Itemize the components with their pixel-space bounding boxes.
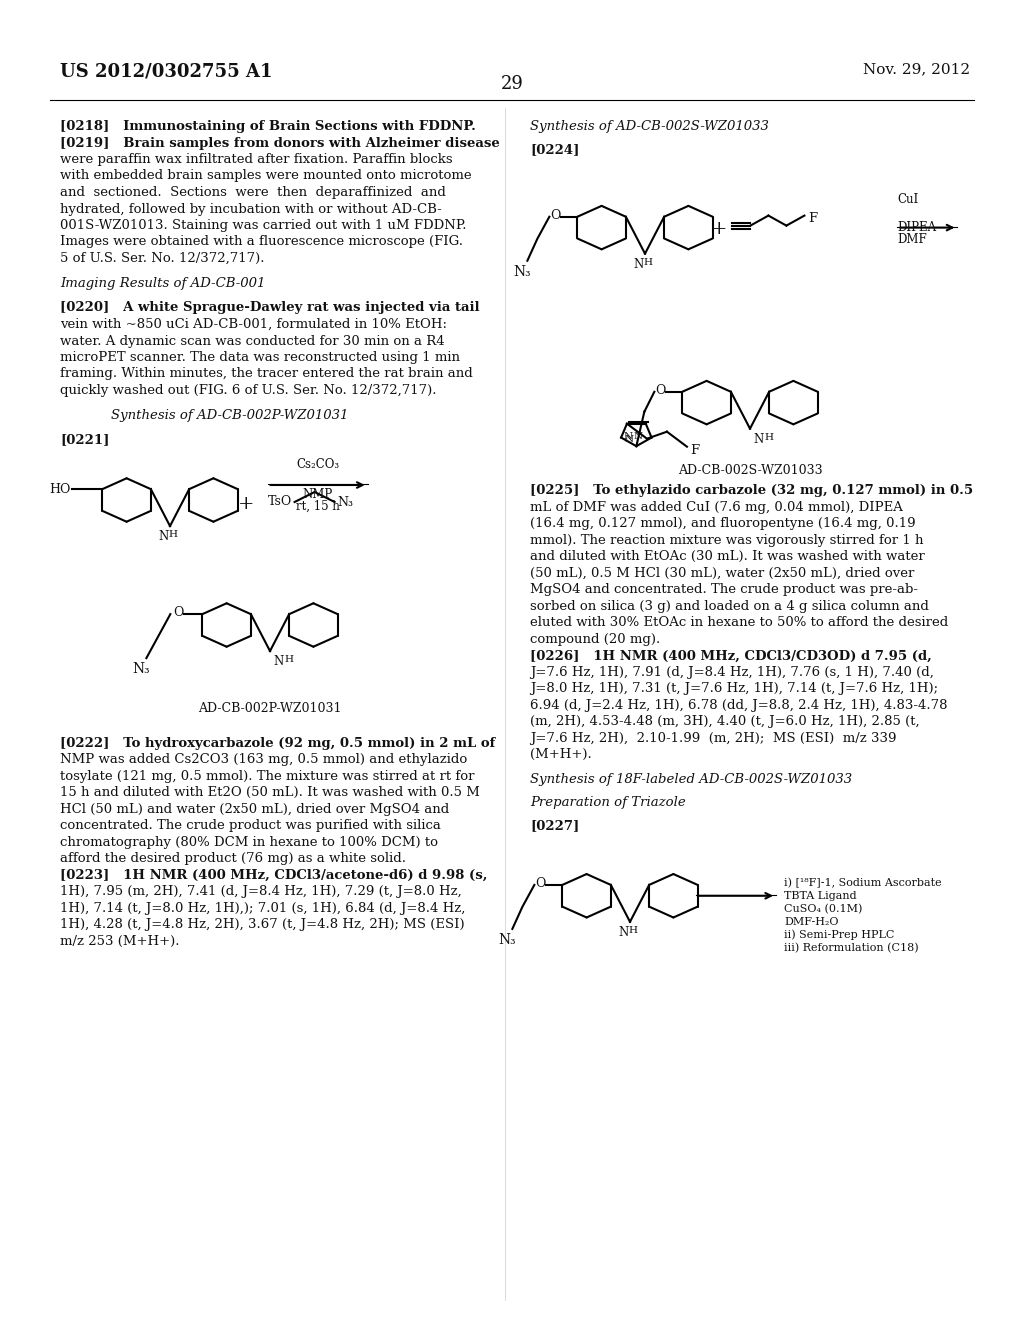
Text: quickly washed out (FIG. 6 of U.S. Ser. No. 12/372,717).: quickly washed out (FIG. 6 of U.S. Ser. … [60, 384, 436, 397]
Text: [0223]   1H NMR (400 MHz, CDCl3/acetone-d6) d 9.98 (s,: [0223] 1H NMR (400 MHz, CDCl3/acetone-d6… [60, 869, 487, 882]
Text: (50 mL), 0.5 M HCl (30 mL), water (2x50 mL), dried over: (50 mL), 0.5 M HCl (30 mL), water (2x50 … [530, 566, 914, 579]
Text: 001S-WZ01013. Staining was carried out with 1 uM FDDNP.: 001S-WZ01013. Staining was carried out w… [60, 219, 467, 232]
Text: Imaging Results of AD-CB-001: Imaging Results of AD-CB-001 [60, 277, 265, 290]
Text: Nov. 29, 2012: Nov. 29, 2012 [863, 62, 970, 77]
Text: NMP: NMP [302, 488, 333, 502]
Text: with embedded brain samples were mounted onto microtome: with embedded brain samples were mounted… [60, 169, 472, 182]
Text: [0225]   To ethylazido carbazole (32 mg, 0.127 mmol) in 0.5: [0225] To ethylazido carbazole (32 mg, 0… [530, 484, 973, 498]
Text: rt, 15 h: rt, 15 h [296, 500, 340, 513]
Text: HCl (50 mL) and water (2x50 mL), dried over MgSO4 and: HCl (50 mL) and water (2x50 mL), dried o… [60, 803, 450, 816]
Text: DMF-H₂O: DMF-H₂O [784, 917, 839, 927]
Text: O: O [173, 606, 183, 619]
Text: N: N [158, 531, 168, 543]
Text: J=7.6 Hz, 1H), 7.91 (d, J=8.4 Hz, 1H), 7.76 (s, 1 H), 7.40 (d,: J=7.6 Hz, 1H), 7.91 (d, J=8.4 Hz, 1H), 7… [530, 665, 934, 678]
Text: iii) Reformulation (C18): iii) Reformulation (C18) [784, 942, 919, 953]
Text: H: H [284, 655, 293, 664]
Text: +: + [711, 219, 727, 238]
Text: Synthesis of 18F-labeled AD-CB-002S-WZ01033: Synthesis of 18F-labeled AD-CB-002S-WZ01… [530, 774, 852, 787]
Text: H: H [168, 531, 177, 539]
Text: (16.4 mg, 0.127 mmol), and fluoropentyne (16.4 mg, 0.19: (16.4 mg, 0.127 mmol), and fluoropentyne… [530, 517, 915, 531]
Text: Synthesis of AD-CB-002P-WZ01031: Synthesis of AD-CB-002P-WZ01031 [60, 409, 348, 422]
Text: 15 h and diluted with Et2O (50 mL). It was washed with 0.5 M: 15 h and diluted with Et2O (50 mL). It w… [60, 787, 480, 799]
Text: J=7.6 Hz, 2H),  2.10-1.99  (m, 2H);  MS (ESI)  m/z 339: J=7.6 Hz, 2H), 2.10-1.99 (m, 2H); MS (ES… [530, 731, 896, 744]
Text: DMF: DMF [897, 232, 927, 246]
Text: N: N [618, 925, 629, 939]
Text: ii) Semi-Prep HPLC: ii) Semi-Prep HPLC [784, 929, 894, 940]
Text: CuI: CuI [897, 193, 919, 206]
Text: F: F [690, 444, 699, 457]
Text: N: N [624, 432, 632, 441]
Text: [0222]   To hydroxycarbazole (92 mg, 0.5 mmol) in 2 mL of: [0222] To hydroxycarbazole (92 mg, 0.5 m… [60, 737, 496, 750]
Text: compound (20 mg).: compound (20 mg). [530, 632, 660, 645]
Text: H: H [628, 925, 637, 935]
Text: [0219]   Brain samples from donors with Alzheimer disease: [0219] Brain samples from donors with Al… [60, 136, 500, 149]
Text: NMP was added Cs2CO3 (163 mg, 0.5 mmol) and ethylazido: NMP was added Cs2CO3 (163 mg, 0.5 mmol) … [60, 754, 467, 766]
Text: and diluted with EtOAc (30 mL). It was washed with water: and diluted with EtOAc (30 mL). It was w… [530, 550, 925, 564]
Text: AD-CB-002P-WZ01031: AD-CB-002P-WZ01031 [199, 702, 342, 714]
Text: water. A dynamic scan was conducted for 30 min on a R4: water. A dynamic scan was conducted for … [60, 334, 444, 347]
Text: mL of DMF was added CuI (7.6 mg, 0.04 mmol), DIPEA: mL of DMF was added CuI (7.6 mg, 0.04 mm… [530, 500, 903, 513]
Text: sorbed on silica (3 g) and loaded on a 4 g silica column and: sorbed on silica (3 g) and loaded on a 4… [530, 599, 929, 612]
Text: [0224]: [0224] [530, 143, 580, 156]
Text: mmol). The reaction mixture was vigorously stirred for 1 h: mmol). The reaction mixture was vigorous… [530, 533, 924, 546]
Text: N: N [633, 257, 643, 271]
Text: N₃: N₃ [499, 933, 516, 946]
Text: framing. Within minutes, the tracer entered the rat brain and: framing. Within minutes, the tracer ente… [60, 367, 473, 380]
Text: tosylate (121 mg, 0.5 mmol). The mixture was stirred at rt for: tosylate (121 mg, 0.5 mmol). The mixture… [60, 770, 474, 783]
Text: +: + [238, 495, 254, 513]
Text: 5 of U.S. Ser. No. 12/372,717).: 5 of U.S. Ser. No. 12/372,717). [60, 252, 264, 265]
Text: m/z 253 (M+H+).: m/z 253 (M+H+). [60, 935, 179, 948]
Text: Synthesis of AD-CB-002S-WZ01033: Synthesis of AD-CB-002S-WZ01033 [530, 120, 769, 133]
Text: O: O [535, 876, 546, 890]
Text: CuSO₄ (0.1M): CuSO₄ (0.1M) [784, 904, 862, 913]
Text: [0220]   A white Sprague-Dawley rat was injected via tail: [0220] A white Sprague-Dawley rat was in… [60, 301, 479, 314]
Text: 1H), 7.14 (t, J=8.0 Hz, 1H),); 7.01 (s, 1H), 6.84 (d, J=8.4 Hz,: 1H), 7.14 (t, J=8.0 Hz, 1H),); 7.01 (s, … [60, 902, 465, 915]
Text: N₃: N₃ [514, 265, 531, 279]
Text: TsO: TsO [267, 495, 292, 508]
Text: were paraffin wax infiltrated after fixation. Paraffin blocks: were paraffin wax infiltrated after fixa… [60, 153, 453, 166]
Text: DIPEA: DIPEA [897, 220, 937, 234]
Text: afford the desired product (76 mg) as a white solid.: afford the desired product (76 mg) as a … [60, 853, 406, 865]
Text: chromatography (80% DCM in hexane to 100% DCM) to: chromatography (80% DCM in hexane to 100… [60, 836, 438, 849]
Text: O: O [655, 384, 666, 397]
Text: concentrated. The crude product was purified with silica: concentrated. The crude product was puri… [60, 820, 441, 832]
Text: [0226]   1H NMR (400 MHz, CDCl3/CD3OD) d 7.95 (d,: [0226] 1H NMR (400 MHz, CDCl3/CD3OD) d 7… [530, 649, 932, 663]
Text: F: F [808, 211, 817, 224]
Text: (m, 2H), 4.53-4.48 (m, 3H), 4.40 (t, J=6.0 Hz, 1H), 2.85 (t,: (m, 2H), 4.53-4.48 (m, 3H), 4.40 (t, J=6… [530, 715, 920, 729]
Text: Preparation of Triazole: Preparation of Triazole [530, 796, 686, 809]
Text: N: N [273, 655, 284, 668]
Text: Images were obtained with a fluorescence microscope (FIG.: Images were obtained with a fluorescence… [60, 235, 463, 248]
Text: [0218]   Immunostaining of Brain Sections with FDDNP.: [0218] Immunostaining of Brain Sections … [60, 120, 476, 133]
Text: 29: 29 [501, 75, 523, 92]
Text: J=8.0 Hz, 1H), 7.31 (t, J=7.6 Hz, 1H), 7.14 (t, J=7.6 Hz, 1H);: J=8.0 Hz, 1H), 7.31 (t, J=7.6 Hz, 1H), 7… [530, 682, 938, 696]
Text: Cs₂CO₃: Cs₂CO₃ [296, 458, 339, 471]
Text: [0227]: [0227] [530, 820, 580, 833]
Text: 1H), 7.95 (m, 2H), 7.41 (d, J=8.4 Hz, 1H), 7.29 (t, J=8.0 Hz,: 1H), 7.95 (m, 2H), 7.41 (d, J=8.4 Hz, 1H… [60, 886, 462, 898]
Text: i) [¹⁸F]-1, Sodium Ascorbate: i) [¹⁸F]-1, Sodium Ascorbate [784, 878, 942, 888]
Text: N₃: N₃ [338, 496, 353, 510]
Text: 1H), 4.28 (t, J=4.8 Hz, 2H), 3.67 (t, J=4.8 Hz, 2H); MS (ESI): 1H), 4.28 (t, J=4.8 Hz, 2H), 3.67 (t, J=… [60, 919, 465, 931]
Text: microPET scanner. The data was reconstructed using 1 min: microPET scanner. The data was reconstru… [60, 351, 460, 364]
Text: US 2012/0302755 A1: US 2012/0302755 A1 [60, 62, 272, 81]
Text: (M+H+).: (M+H+). [530, 748, 592, 762]
Text: N: N [753, 433, 763, 446]
Text: O: O [550, 209, 560, 222]
Text: hydrated, followed by incubation with or without AD-CB-: hydrated, followed by incubation with or… [60, 202, 441, 215]
Text: H: H [764, 433, 773, 442]
Text: 6.94 (d, J=2.4 Hz, 1H), 6.78 (dd, J=8.8, 2.4 Hz, 1H), 4.83-4.78: 6.94 (d, J=2.4 Hz, 1H), 6.78 (dd, J=8.8,… [530, 698, 947, 711]
Text: vein with ~850 uCi AD-CB-001, formulated in 10% EtOH:: vein with ~850 uCi AD-CB-001, formulated… [60, 318, 447, 331]
Text: H: H [643, 257, 652, 267]
Text: N: N [634, 432, 643, 441]
Text: HO: HO [49, 483, 71, 496]
Text: eluted with 30% EtOAc in hexane to 50% to afford the desired: eluted with 30% EtOAc in hexane to 50% t… [530, 616, 948, 630]
Text: N₃: N₃ [132, 663, 151, 676]
Text: TBTA Ligand: TBTA Ligand [784, 891, 857, 900]
Text: N: N [625, 436, 634, 444]
Text: MgSO4 and concentrated. The crude product was pre-ab-: MgSO4 and concentrated. The crude produc… [530, 583, 918, 597]
Text: AD-CB-002S-WZ01033: AD-CB-002S-WZ01033 [678, 465, 822, 478]
Text: [0221]: [0221] [60, 433, 110, 446]
Text: and  sectioned.  Sections  were  then  deparaffinized  and: and sectioned. Sections were then depara… [60, 186, 445, 199]
